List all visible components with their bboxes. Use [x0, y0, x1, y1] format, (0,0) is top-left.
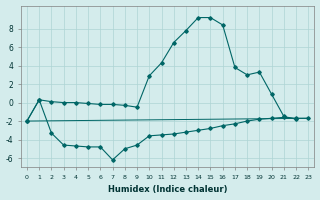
X-axis label: Humidex (Indice chaleur): Humidex (Indice chaleur): [108, 185, 228, 194]
